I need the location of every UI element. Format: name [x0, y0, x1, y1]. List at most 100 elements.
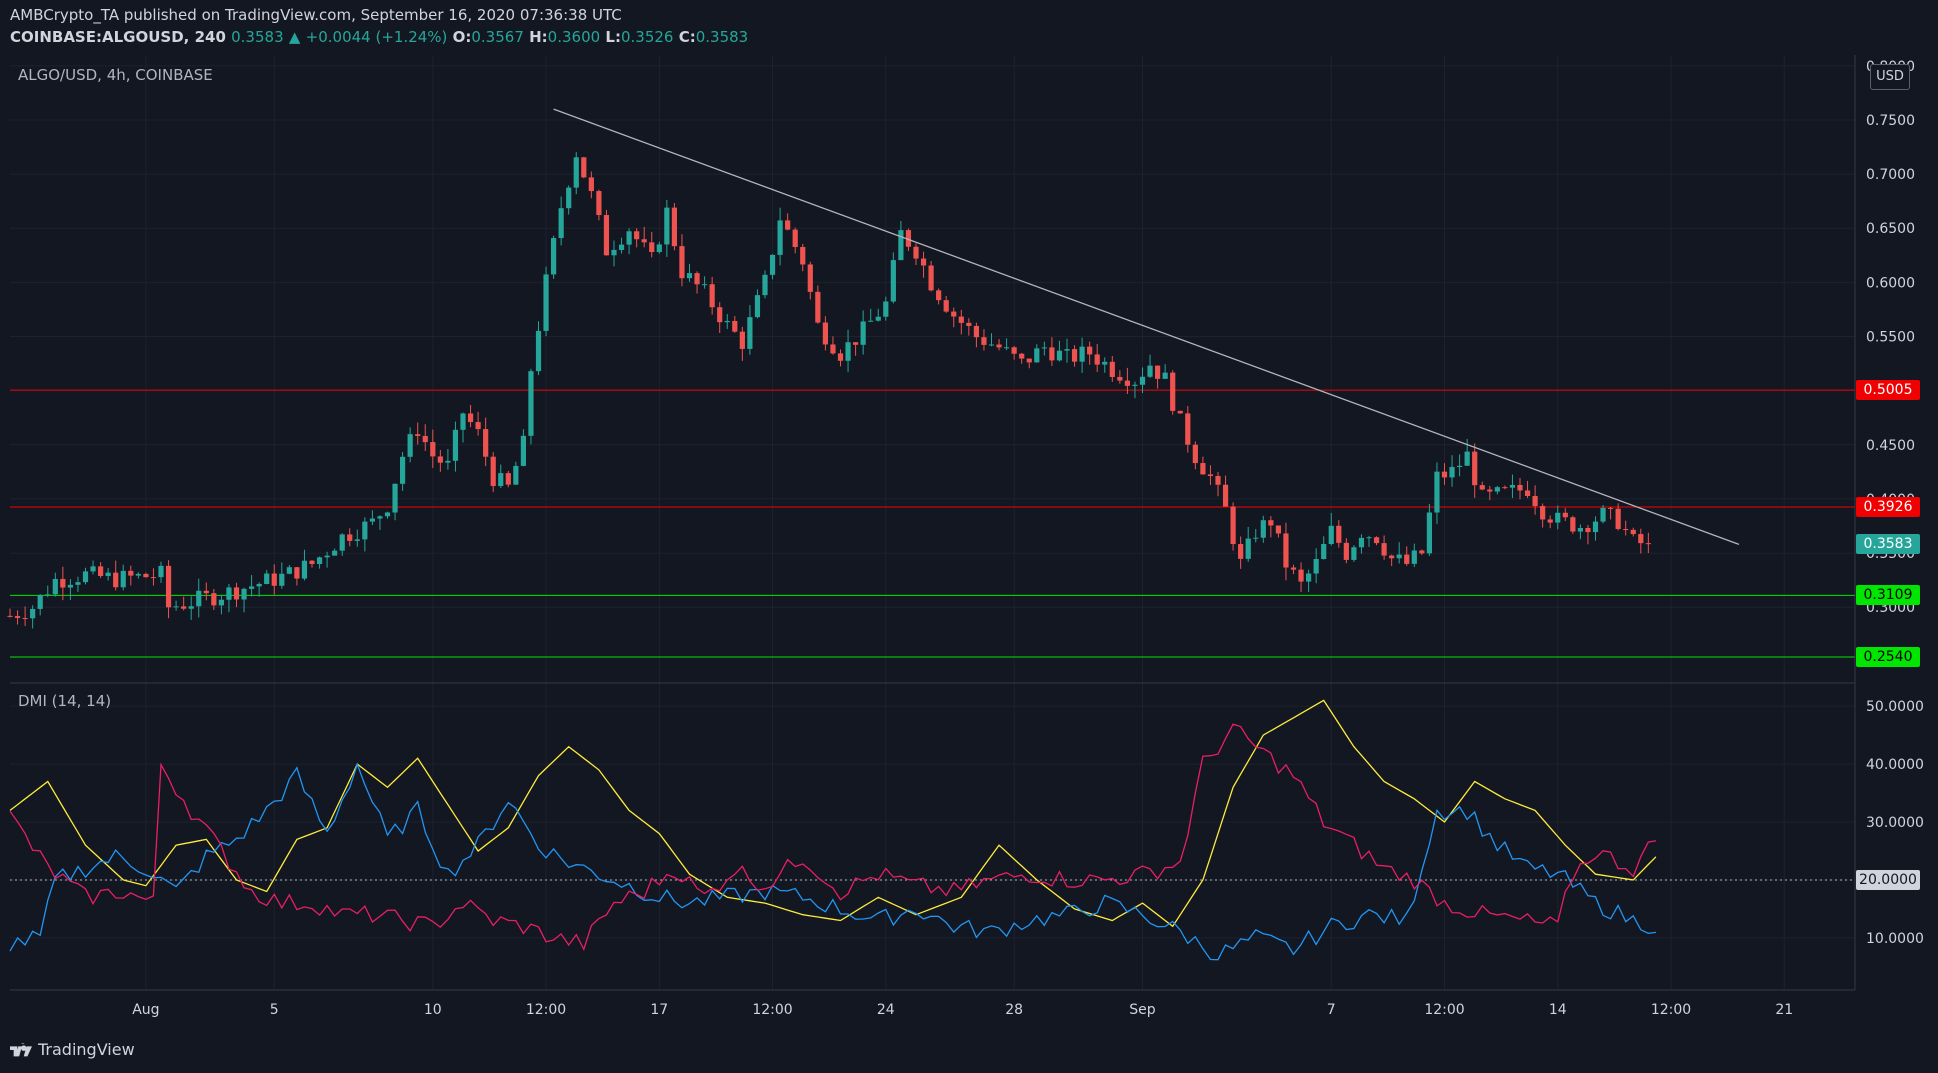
candle-body: [1411, 550, 1417, 564]
candle-body: [807, 264, 813, 292]
tradingview-logo[interactable]: TradingView: [10, 1040, 135, 1059]
candle-body: [1147, 365, 1153, 377]
time-tick-label: 28: [1005, 1002, 1023, 1018]
candle-body: [883, 301, 889, 317]
candle-body: [1041, 347, 1047, 349]
candle-body: [143, 573, 149, 578]
level-price-label: 0.3926: [1856, 496, 1920, 517]
candle-body: [951, 311, 957, 317]
candle-body: [724, 320, 730, 323]
candle-body: [75, 582, 81, 585]
candle-body: [558, 208, 564, 239]
candle-body: [928, 265, 934, 291]
candle-body: [1222, 484, 1229, 507]
candle-body: [301, 560, 308, 579]
candle-body: [135, 573, 141, 576]
candle-body: [785, 220, 791, 230]
candle-body: [14, 616, 21, 618]
candle-body: [1260, 520, 1266, 538]
candle-body: [1449, 466, 1455, 478]
currency-button[interactable]: USD: [1870, 64, 1910, 90]
axes: 0.80000.75000.70000.65000.60000.55000.50…: [132, 59, 1924, 1018]
candle-body: [1464, 451, 1470, 466]
candle-body: [1283, 533, 1289, 568]
dmi-tick-label: 10.0000: [1866, 931, 1924, 947]
candle-body: [1562, 512, 1568, 518]
high-value: 0.3600: [547, 28, 601, 46]
open-value: 0.3567: [471, 28, 524, 46]
price-tick-label: 0.4500: [1866, 438, 1915, 454]
candle-body: [543, 274, 549, 331]
candle-body: [1132, 384, 1138, 386]
candle-body: [98, 566, 104, 576]
candle-body: [37, 595, 43, 609]
candle-body: [30, 608, 36, 619]
dmi-pane-title[interactable]: DMI (14, 14): [18, 692, 112, 710]
candle-body: [1479, 485, 1485, 490]
candle-body: [702, 284, 708, 286]
candle-body: [1011, 347, 1017, 354]
candle-body: [1034, 348, 1040, 363]
level-price-label: 0.3109: [1856, 585, 1920, 606]
level-price-label: 0.2540: [1856, 647, 1920, 667]
time-tick-label: 12:00: [526, 1002, 566, 1018]
candle-body: [430, 442, 436, 457]
candle-body: [1177, 410, 1183, 414]
candle-body: [905, 230, 912, 247]
candle-body: [120, 570, 126, 588]
candle-body: [1547, 519, 1553, 523]
candle-body: [739, 331, 745, 349]
candle-body: [181, 606, 187, 609]
candle-body: [943, 300, 949, 312]
open-label: O:: [452, 28, 472, 46]
candle-body: [1404, 554, 1410, 564]
candle-body: [1623, 528, 1629, 530]
close-value: 0.3583: [695, 28, 749, 46]
candle-body: [588, 177, 594, 192]
candle-body: [105, 572, 111, 576]
candle-body: [1200, 463, 1206, 475]
candle-body: [988, 344, 995, 346]
trend-line[interactable]: [553, 108, 1740, 546]
price-pane-title[interactable]: ALGO/USD, 4h, COINBASE: [18, 66, 213, 84]
candle-body: [981, 337, 987, 345]
candle-body: [618, 244, 625, 250]
candle-body: [641, 239, 647, 243]
candle-body: [445, 460, 451, 463]
candle-body: [1102, 361, 1108, 365]
candle-body: [717, 307, 723, 323]
candle-body: [1472, 451, 1478, 486]
time-tick-label: 5: [270, 1002, 279, 1018]
candle-body: [452, 429, 459, 461]
candle-body: [966, 322, 972, 326]
candle-body: [498, 473, 504, 487]
candle-body: [60, 578, 66, 588]
candle-body: [535, 330, 542, 372]
candle-body: [113, 572, 119, 588]
candle-body: [7, 615, 13, 617]
candle-body: [1585, 527, 1591, 533]
candle-body: [1253, 537, 1259, 539]
time-tick-label: Aug: [132, 1002, 159, 1018]
symbol-label[interactable]: COINBASE:ALGOUSD, 240: [10, 28, 226, 46]
candle-body: [173, 606, 179, 608]
candle-body: [460, 413, 466, 430]
candle-body: [354, 539, 360, 541]
candle-body: [1079, 346, 1085, 362]
candle-body: [1245, 538, 1251, 559]
candle-body: [1268, 520, 1274, 526]
candle-body: [1645, 543, 1651, 545]
candle-body: [837, 353, 844, 361]
level-price-label: 0.5005: [1856, 380, 1920, 401]
change-up-icon: ▲: [288, 28, 301, 46]
time-tick-label: 24: [877, 1002, 895, 1018]
high-label: H:: [529, 28, 548, 46]
candle-body: [1155, 365, 1161, 379]
time-tick-label: 21: [1775, 1002, 1793, 1018]
dmi-series-adx: [9, 699, 1657, 928]
candle-body: [158, 565, 164, 578]
candle-body: [1434, 471, 1440, 513]
candle-body: [128, 570, 134, 576]
candle-body: [573, 157, 579, 188]
